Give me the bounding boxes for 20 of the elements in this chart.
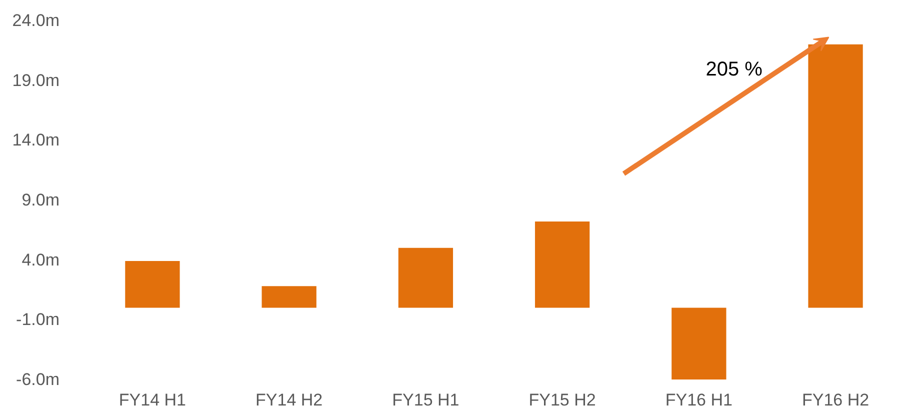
x-tick-label: FY14 H1 xyxy=(118,390,186,410)
bar xyxy=(125,261,180,308)
y-tick-label: 19.0m xyxy=(12,70,60,90)
x-tick-label: FY16 H1 xyxy=(665,390,732,410)
x-tick-label: FY15 H2 xyxy=(528,390,596,410)
bar xyxy=(262,286,316,308)
y-tick-label: 24.0m xyxy=(12,11,60,30)
bar xyxy=(672,308,726,380)
bar xyxy=(398,248,454,308)
x-tick-label: FY16 H2 xyxy=(802,390,870,410)
y-tick-label: -1.0m xyxy=(16,310,60,330)
y-tick-label: -6.0m xyxy=(16,370,60,389)
y-tick-label: 14.0m xyxy=(12,130,60,150)
bar xyxy=(534,222,590,308)
x-tick-label: FY14 H2 xyxy=(256,390,323,410)
x-tick-label: FY15 H1 xyxy=(392,390,460,410)
bar xyxy=(808,44,863,308)
y-tick-label: 4.0m xyxy=(22,250,60,270)
annotation: 205 % xyxy=(706,58,763,80)
y-tick-label: 9.0m xyxy=(22,190,60,210)
